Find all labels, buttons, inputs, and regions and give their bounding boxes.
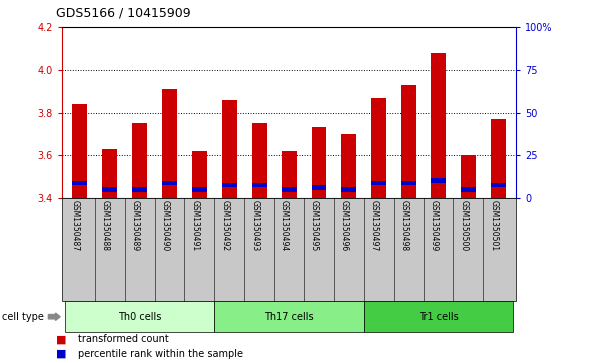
Text: GDS5166 / 10415909: GDS5166 / 10415909 — [56, 7, 191, 20]
Text: GSM1350500: GSM1350500 — [460, 200, 468, 251]
Text: GSM1350490: GSM1350490 — [160, 200, 169, 251]
Text: GSM1350489: GSM1350489 — [130, 200, 140, 251]
Text: GSM1350492: GSM1350492 — [220, 200, 230, 251]
Text: cell type: cell type — [2, 312, 44, 322]
Text: GSM1350488: GSM1350488 — [101, 200, 110, 250]
Text: GSM1350496: GSM1350496 — [340, 200, 349, 251]
Bar — [162, 180, 177, 185]
Text: GSM1350491: GSM1350491 — [191, 200, 199, 251]
Bar — [73, 104, 87, 198]
Bar — [491, 183, 506, 187]
Bar — [281, 187, 297, 192]
Bar — [401, 180, 416, 185]
Bar — [431, 53, 446, 198]
Bar — [401, 85, 416, 198]
Bar — [342, 134, 356, 198]
Bar — [102, 187, 117, 192]
Text: ■: ■ — [56, 334, 67, 344]
Bar — [192, 151, 207, 198]
Bar — [162, 89, 177, 198]
Text: GSM1350501: GSM1350501 — [489, 200, 499, 251]
Text: GSM1350487: GSM1350487 — [71, 200, 80, 251]
Bar — [342, 187, 356, 192]
Bar — [192, 187, 207, 192]
Bar — [491, 119, 506, 198]
Text: GSM1350493: GSM1350493 — [250, 200, 259, 251]
Text: GSM1350499: GSM1350499 — [430, 200, 438, 251]
Text: percentile rank within the sample: percentile rank within the sample — [78, 349, 244, 359]
Bar — [461, 187, 476, 192]
Bar — [312, 185, 326, 189]
Bar — [102, 149, 117, 198]
Text: Th17 cells: Th17 cells — [264, 312, 314, 322]
Bar — [222, 183, 237, 187]
Bar — [222, 100, 237, 198]
Bar — [312, 127, 326, 198]
Bar — [371, 98, 386, 198]
Text: GSM1350495: GSM1350495 — [310, 200, 319, 251]
Bar — [73, 180, 87, 185]
Bar — [371, 180, 386, 185]
Bar — [281, 151, 297, 198]
Text: Th0 cells: Th0 cells — [118, 312, 161, 322]
Bar — [431, 179, 446, 183]
Bar — [252, 183, 267, 187]
Text: transformed count: transformed count — [78, 334, 169, 344]
Bar — [252, 123, 267, 198]
Text: GSM1350494: GSM1350494 — [280, 200, 289, 251]
Text: GSM1350497: GSM1350497 — [370, 200, 379, 251]
Bar — [461, 155, 476, 198]
Text: GSM1350498: GSM1350498 — [399, 200, 409, 251]
Text: Tr1 cells: Tr1 cells — [419, 312, 458, 322]
Bar — [132, 187, 147, 192]
Bar — [132, 123, 147, 198]
Text: ■: ■ — [56, 349, 67, 359]
